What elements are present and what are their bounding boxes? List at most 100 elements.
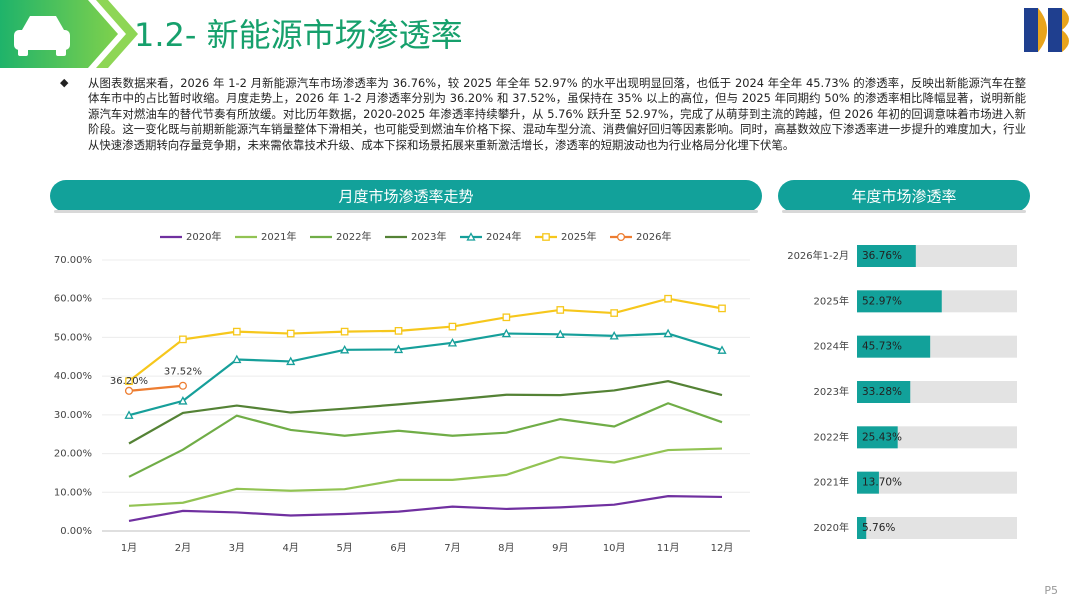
- chart-title-shadow: [782, 210, 1026, 213]
- marker: [609, 331, 619, 340]
- marker: [124, 410, 134, 419]
- y-tick-label: 0.00%: [60, 526, 92, 537]
- chart-title-bg: [778, 180, 1030, 212]
- marker: [663, 328, 673, 338]
- y-tick-label: 30.00%: [54, 410, 92, 421]
- x-tick-label: 3月: [229, 542, 245, 554]
- marker: [124, 386, 134, 395]
- marker: [447, 337, 458, 347]
- slide-title: 1.2- 新能源市场渗透率: [134, 16, 463, 54]
- page-number: P5: [1044, 584, 1058, 597]
- marker: [178, 381, 187, 390]
- y-tick-label: 60.00%: [54, 294, 92, 305]
- bar: [857, 517, 867, 539]
- x-tick-label: 9月: [552, 542, 568, 554]
- chart-title: 月度市场渗透率走势: [338, 188, 473, 206]
- series-line: [128, 402, 723, 478]
- bar: [857, 290, 942, 313]
- legend-label: 2022年: [336, 230, 371, 243]
- marker: [448, 322, 457, 331]
- bar: [857, 426, 898, 449]
- header-chevron: [96, 0, 138, 68]
- data-label: 13.70%: [862, 477, 902, 489]
- marker: [542, 233, 550, 241]
- bar: [857, 335, 931, 358]
- x-tick-label: 6月: [390, 542, 406, 554]
- x-tick-label: 12月: [711, 542, 734, 554]
- series-line: [128, 332, 723, 417]
- bar: [857, 471, 879, 494]
- series-line: [128, 297, 723, 383]
- marker: [125, 377, 133, 386]
- marker: [340, 327, 349, 336]
- data-label: 52.97%: [862, 295, 902, 307]
- marker: [232, 354, 242, 364]
- marker: [501, 328, 511, 338]
- y-tick-label: 10.00%: [54, 487, 92, 498]
- legend-label: 2021年: [261, 230, 296, 243]
- category-label: 2023年: [814, 385, 849, 398]
- marker: [718, 304, 726, 313]
- bar-track: [857, 517, 1017, 539]
- legend-label: 2026年: [636, 230, 671, 243]
- data-label: 5.76%: [862, 522, 895, 534]
- y-tick-label: 20.00%: [54, 449, 92, 460]
- bullet: ◆: [60, 76, 69, 89]
- x-tick-label: 11月: [657, 542, 680, 554]
- chart-title: 年度市场渗透率: [851, 188, 956, 206]
- x-tick-label: 5月: [336, 542, 352, 554]
- data-label: 37.52%: [164, 367, 202, 378]
- legend-label: 2024年: [486, 230, 521, 243]
- marker: [232, 327, 241, 336]
- marker: [394, 326, 403, 335]
- marker: [466, 232, 476, 241]
- marker: [178, 396, 188, 405]
- marker: [555, 329, 565, 338]
- legend-label: 2023年: [411, 230, 446, 243]
- logo: [1024, 8, 1069, 52]
- marker: [717, 345, 727, 354]
- car-icon: [14, 16, 70, 56]
- series-line: [128, 447, 723, 507]
- marker: [286, 356, 296, 366]
- x-tick-label: 4月: [283, 542, 299, 554]
- data-label: 36.76%: [862, 250, 902, 262]
- series-line: [128, 384, 184, 392]
- legend-label: 2025年: [561, 230, 596, 243]
- chart-title-bg: [50, 180, 762, 212]
- chart-title-shadow: [54, 210, 758, 213]
- x-tick-label: 7月: [444, 542, 460, 554]
- y-tick-label: 50.00%: [54, 332, 92, 343]
- category-label: 2024年: [814, 340, 849, 353]
- x-tick-label: 2月: [175, 542, 191, 554]
- marker: [610, 309, 619, 317]
- x-tick-label: 10月: [603, 542, 626, 554]
- x-tick-label: 1月: [121, 542, 137, 554]
- category-label: 2021年: [814, 476, 849, 489]
- category-label: 2022年: [814, 430, 849, 443]
- bar-track: [857, 471, 1017, 494]
- series-line: [128, 495, 723, 523]
- category-label: 2025年: [814, 294, 849, 307]
- marker: [286, 329, 295, 338]
- marker: [616, 232, 626, 242]
- data-label: 45.73%: [862, 341, 902, 353]
- bar: [857, 381, 911, 403]
- bar: [857, 245, 916, 267]
- data-label: 25.43%: [862, 431, 902, 443]
- legend-label: 2020年: [186, 230, 221, 243]
- summary-text: 从图表数据来看，2026 年 1-2 月新能源汽车市场渗透率为 36.76%，较…: [88, 76, 1026, 152]
- marker: [179, 335, 187, 344]
- marker: [393, 344, 404, 354]
- x-tick-label: 8月: [498, 542, 514, 554]
- marker: [340, 344, 350, 354]
- marker: [664, 294, 672, 303]
- y-tick-label: 40.00%: [54, 371, 92, 382]
- marker: [556, 306, 565, 314]
- category-label: 2026年1-2月: [787, 249, 849, 262]
- data-label: 33.28%: [862, 386, 902, 398]
- marker: [502, 313, 511, 322]
- data-label: 36.20%: [110, 376, 148, 387]
